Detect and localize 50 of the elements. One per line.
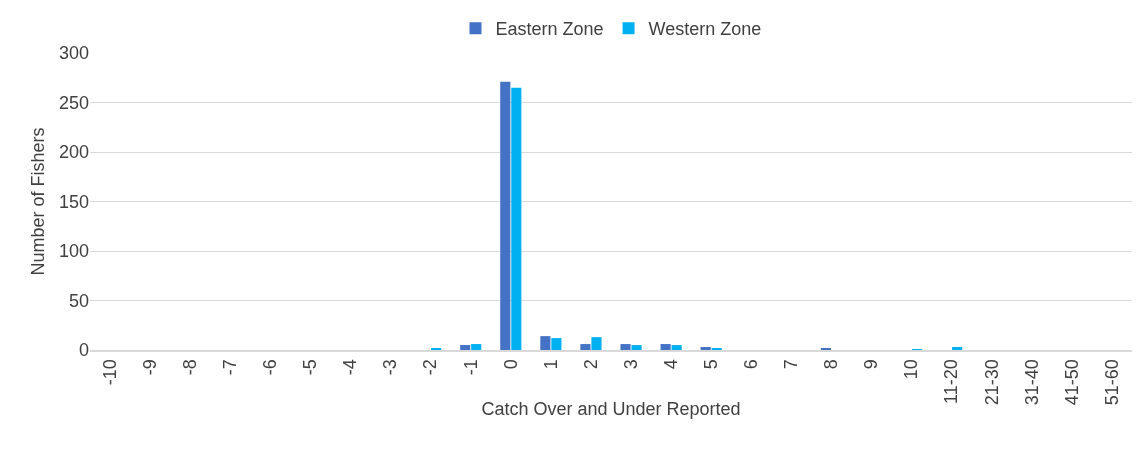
x-tick-label: 8 <box>821 359 842 370</box>
x-tick-label: -7 <box>220 359 241 376</box>
bar <box>660 344 671 350</box>
bar <box>511 87 522 350</box>
x-tick-label: 10 <box>901 359 922 380</box>
bar <box>460 345 471 350</box>
legend-label: Western Zone <box>648 19 762 40</box>
x-tick-label: 7 <box>781 359 802 370</box>
x-tick-label: -10 <box>99 359 120 386</box>
x-tick-label: 9 <box>861 359 882 370</box>
bar <box>580 344 591 350</box>
y-axis-title: Number of Fishers <box>28 127 48 276</box>
bar <box>700 347 711 350</box>
x-tick-label: -1 <box>460 359 481 376</box>
x-tick-label: 21-30 <box>981 359 1002 406</box>
x-tick-label: 51-60 <box>1101 359 1122 406</box>
x-tick-label: 2 <box>580 359 601 370</box>
bar <box>620 344 631 350</box>
x-tick-label: -6 <box>260 359 281 376</box>
bar <box>952 347 963 350</box>
x-tick-label: -8 <box>180 359 201 376</box>
bar <box>471 344 482 350</box>
x-tick-label: 41-50 <box>1061 359 1082 406</box>
bar <box>671 345 682 350</box>
y-tick-label: 250 <box>58 92 89 113</box>
y-tick-label: 150 <box>58 191 89 212</box>
x-tick-label: 6 <box>741 359 762 370</box>
x-tick-label: 4 <box>660 359 681 370</box>
x-tick-label: -2 <box>420 359 441 376</box>
x-tick-label: 11-20 <box>941 359 962 404</box>
bar <box>631 345 642 350</box>
bar <box>591 337 602 350</box>
x-tick-label: -3 <box>380 359 401 376</box>
bar <box>500 81 511 350</box>
x-tick-label: 0 <box>500 359 521 370</box>
x-tick-label: -9 <box>139 359 160 376</box>
x-axis-title: Catch Over and Under Reported <box>481 399 741 419</box>
x-tick-label: -5 <box>300 359 321 376</box>
y-tick-label: 100 <box>58 241 89 262</box>
x-tick-label: -4 <box>340 359 361 376</box>
legend-label: Eastern Zone <box>495 19 604 40</box>
y-tick-label: 300 <box>58 43 89 64</box>
x-tick-label: 31-40 <box>1021 359 1042 406</box>
y-tick-label: 50 <box>68 290 89 311</box>
x-tick-label: 1 <box>540 359 561 370</box>
x-tick-label: 5 <box>701 359 722 370</box>
x-tick-label: 3 <box>620 359 641 370</box>
bar <box>540 336 551 350</box>
y-tick-label: 200 <box>58 142 89 163</box>
bar <box>551 338 562 350</box>
